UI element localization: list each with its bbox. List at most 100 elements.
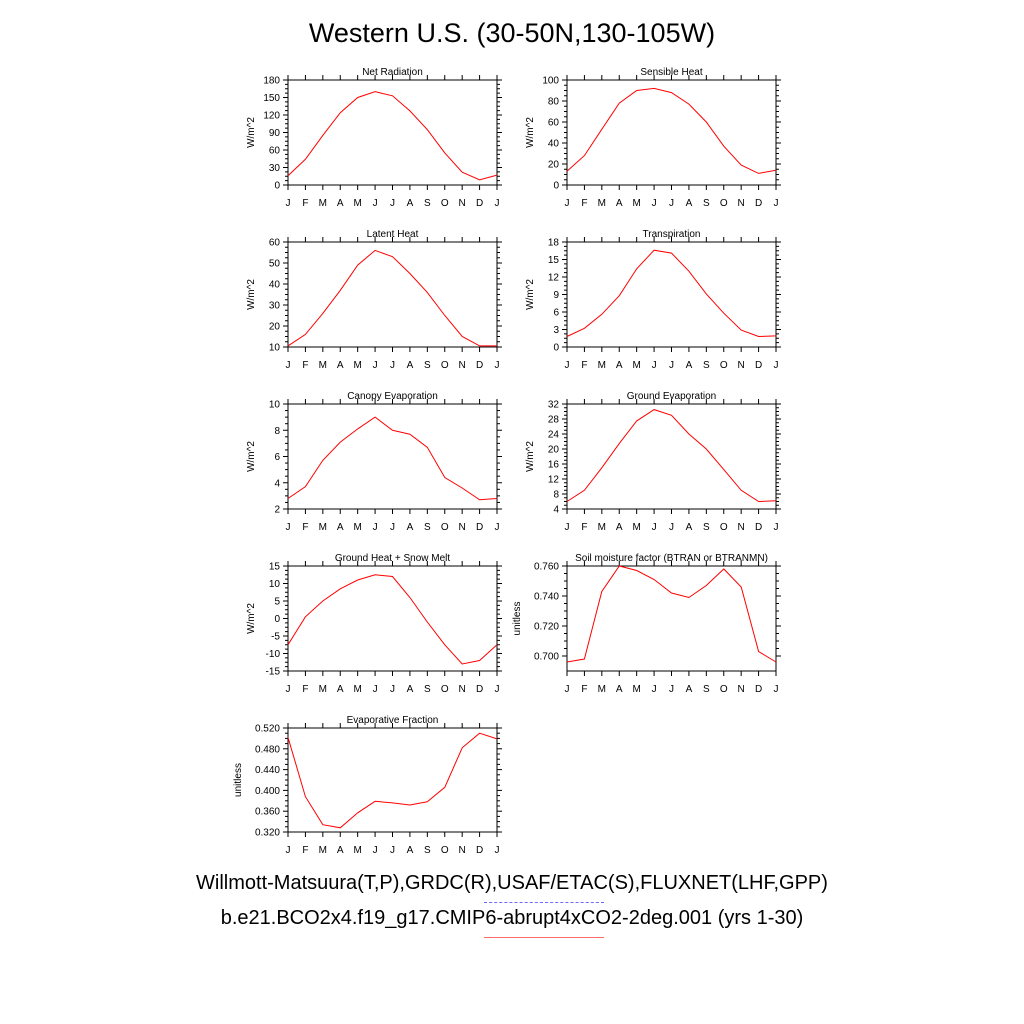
y-axis-label: W/m^2 [246,603,257,634]
y-tick-label: 30 [269,301,281,312]
x-tick-label: M [353,198,361,209]
x-tick-label: N [459,684,466,695]
y-tick-label: 9 [553,290,559,301]
y-tick-label: 100 [542,76,559,87]
x-tick-label: J [669,684,674,695]
y-tick-label: 10 [269,579,281,590]
y-tick-label: 3 [553,325,559,336]
x-tick-label: A [407,522,414,533]
x-tick-label: O [441,360,449,371]
chart-panel-8: Evaporative Fraction 0.320 0.360 0.400 0.440… [233,715,502,856]
y-axis-label: W/m^2 [525,279,536,310]
y-tick-label: -10 [266,649,281,660]
x-tick-label: A [407,845,414,856]
y-tick-label: 18 [548,238,560,249]
x-tick-label: A [616,198,623,209]
x-tick-label: J [373,684,378,695]
series-line [566,87,777,174]
plot-frame [287,403,498,510]
x-tick-label: J [373,360,378,371]
x-tick-label: J [390,522,395,533]
x-tick-label: D [476,198,483,209]
y-tick-label: 90 [269,128,281,139]
y-tick-label: 20 [548,445,560,456]
x-tick-label: J [774,684,779,695]
x-tick-label: A [337,360,344,371]
y-tick-label: 28 [548,415,560,426]
chart-title: Ground Heat + Snow Melt [335,553,451,564]
y-tick-label: 0.720 [534,622,559,633]
x-tick-label: A [616,360,623,371]
y-tick-label: 20 [269,322,281,333]
x-tick-label: A [407,198,414,209]
y-axis-label: W/m^2 [246,441,257,472]
x-tick-label: N [738,684,745,695]
x-tick-label: S [703,684,710,695]
chart-title: Soil moisture factor (BTRAN or BTRANMN) [575,553,768,564]
x-tick-label: J [669,360,674,371]
x-tick-label: N [459,845,466,856]
y-tick-label: 6 [553,308,559,319]
x-tick-label: O [441,522,449,533]
x-tick-label: O [441,198,449,209]
x-tick-label: J [286,522,291,533]
x-tick-label: J [390,198,395,209]
y-tick-label: 10 [269,400,281,411]
x-tick-label: D [755,360,762,371]
y-tick-label: 2 [274,505,280,516]
x-tick-label: A [686,360,693,371]
x-tick-label: J [495,198,500,209]
x-tick-label: O [720,684,728,695]
y-tick-label: 4 [274,478,280,489]
x-tick-label: S [424,684,431,695]
x-tick-label: D [476,360,483,371]
x-tick-label: N [738,522,745,533]
x-tick-label: D [476,522,483,533]
series-line [287,91,498,181]
y-tick-label: 180 [263,76,280,87]
series-line [287,574,498,665]
x-tick-label: M [319,684,327,695]
x-tick-label: D [476,845,483,856]
x-tick-label: J [774,522,779,533]
y-tick-label: 0 [274,181,280,192]
x-tick-label: J [495,684,500,695]
x-tick-label: A [616,684,623,695]
x-tick-label: S [703,360,710,371]
chart-panel-7: Soil moisture factor (BTRAN or BTRANMN) 0… [512,553,781,695]
x-tick-label: M [353,522,361,533]
series-line [566,249,777,338]
x-tick-label: M [632,522,640,533]
x-tick-label: J [565,360,570,371]
x-tick-label: J [286,198,291,209]
x-tick-label: J [652,684,657,695]
x-tick-label: J [390,360,395,371]
x-tick-label: F [302,845,308,856]
x-tick-label: F [581,198,587,209]
x-tick-label: J [495,845,500,856]
legend-swatch-model [484,937,604,938]
x-tick-label: S [424,845,431,856]
x-tick-label: J [495,360,500,371]
y-tick-label: 0.520 [255,724,280,735]
x-tick-label: M [632,198,640,209]
y-tick-label: 60 [548,118,560,129]
y-axis-label: W/m^2 [525,117,536,148]
y-tick-label: 12 [548,475,560,486]
chart-title: Latent Heat [367,229,419,240]
x-tick-label: J [774,360,779,371]
x-tick-label: J [373,845,378,856]
x-tick-label: A [686,522,693,533]
x-tick-label: O [441,684,449,695]
y-tick-label: 0 [274,614,280,625]
x-tick-label: M [632,684,640,695]
x-tick-label: N [738,360,745,371]
x-tick-label: O [720,360,728,371]
x-tick-label: O [441,845,449,856]
plot-frame [287,241,498,348]
legend-observations: Willmott-Matsuura(T,P),GRDC(R),USAF/ETAC… [196,872,828,894]
x-tick-label: J [286,360,291,371]
legend-swatch-observations [484,902,604,903]
